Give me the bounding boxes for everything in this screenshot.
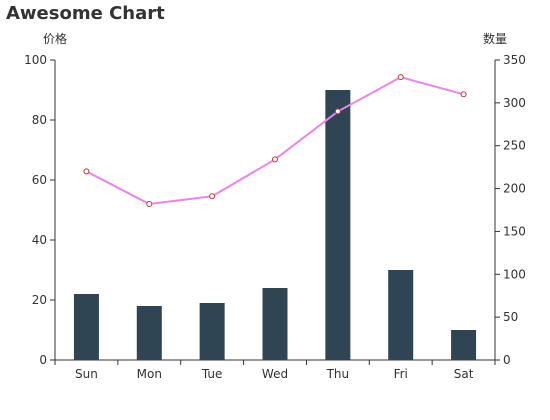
x-axis-tick-label: Thu xyxy=(326,367,350,381)
bar xyxy=(73,294,99,360)
bar xyxy=(199,303,225,360)
line-point xyxy=(334,108,341,115)
line-series xyxy=(85,76,464,206)
axes-layer: 0 20 40 60 80 100 0 50 100 150 200 250 300 350 Sun Mon T… xyxy=(24,53,526,381)
right-axis-tick-label: 50 xyxy=(503,310,518,324)
left-axis-tick-label: 80 xyxy=(32,113,47,127)
line-point xyxy=(272,156,278,163)
left-axis-tick-label: 20 xyxy=(32,293,47,307)
line-point xyxy=(83,168,90,175)
line-point xyxy=(460,91,467,98)
x-axis-tick-label: Sun xyxy=(75,367,98,381)
left-axis-tick-label: 0 xyxy=(39,353,47,367)
right-axis-tick-label: 200 xyxy=(503,182,526,196)
line-point xyxy=(146,201,153,207)
x-axis-tick-label: Fri xyxy=(394,367,408,381)
x-axis-tick-label: Mon xyxy=(137,367,162,381)
bar xyxy=(451,330,477,360)
right-axis-tick-label: 300 xyxy=(503,96,526,110)
left-axis-tick-label: 100 xyxy=(24,53,47,67)
bar xyxy=(136,306,162,360)
x-axis-tick-label: Tue xyxy=(201,367,223,381)
right-axis-tick-label: 0 xyxy=(503,353,511,367)
line-point xyxy=(397,74,404,81)
left-axis-tick-label: 60 xyxy=(32,173,47,187)
right-axis-tick-label: 150 xyxy=(503,224,526,238)
line-point xyxy=(209,193,216,200)
right-axis-tick-label: 250 xyxy=(503,139,526,153)
right-axis-tick-label: 100 xyxy=(503,267,526,281)
bar xyxy=(325,90,351,360)
bar xyxy=(262,288,288,360)
left-axis-tick-label: 40 xyxy=(32,233,47,247)
x-axis-tick-label: Wed xyxy=(262,367,288,381)
chart-title: Awesome Chart xyxy=(6,3,165,24)
x-axis-tick-label: Sat xyxy=(454,367,474,381)
bar xyxy=(388,270,414,360)
left-axis-label: 价格 xyxy=(43,31,67,46)
line-layer xyxy=(83,74,467,207)
right-axis-tick-label: 350 xyxy=(503,53,526,67)
right-axis-label: 数量 xyxy=(483,31,507,46)
bars-layer xyxy=(73,90,477,360)
